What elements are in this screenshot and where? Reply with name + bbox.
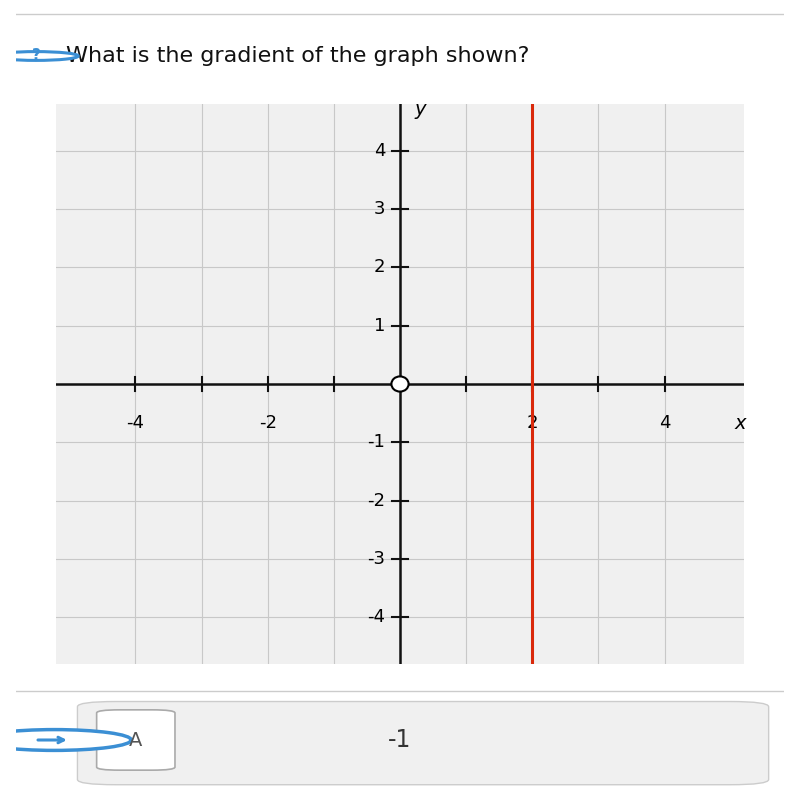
Text: -2: -2	[258, 414, 277, 432]
Text: A: A	[129, 730, 142, 750]
Text: y: y	[414, 100, 426, 119]
Text: -1: -1	[367, 434, 386, 451]
Text: -2: -2	[367, 492, 386, 510]
Text: 4: 4	[659, 414, 670, 432]
Text: -3: -3	[367, 550, 386, 568]
Text: -1: -1	[388, 728, 412, 752]
Text: -4: -4	[126, 414, 144, 432]
FancyBboxPatch shape	[97, 710, 175, 770]
Text: 3: 3	[374, 200, 386, 218]
Circle shape	[0, 51, 78, 60]
Text: x: x	[734, 414, 746, 434]
Text: 1: 1	[374, 317, 386, 334]
Circle shape	[391, 377, 409, 391]
Text: 4: 4	[374, 142, 386, 160]
Text: ?: ?	[31, 49, 41, 63]
FancyBboxPatch shape	[78, 702, 769, 785]
Text: What is the gradient of the graph shown?: What is the gradient of the graph shown?	[66, 46, 530, 66]
Circle shape	[0, 730, 131, 750]
Text: 2: 2	[526, 414, 538, 432]
Text: -4: -4	[367, 608, 386, 626]
Text: 2: 2	[374, 258, 386, 276]
